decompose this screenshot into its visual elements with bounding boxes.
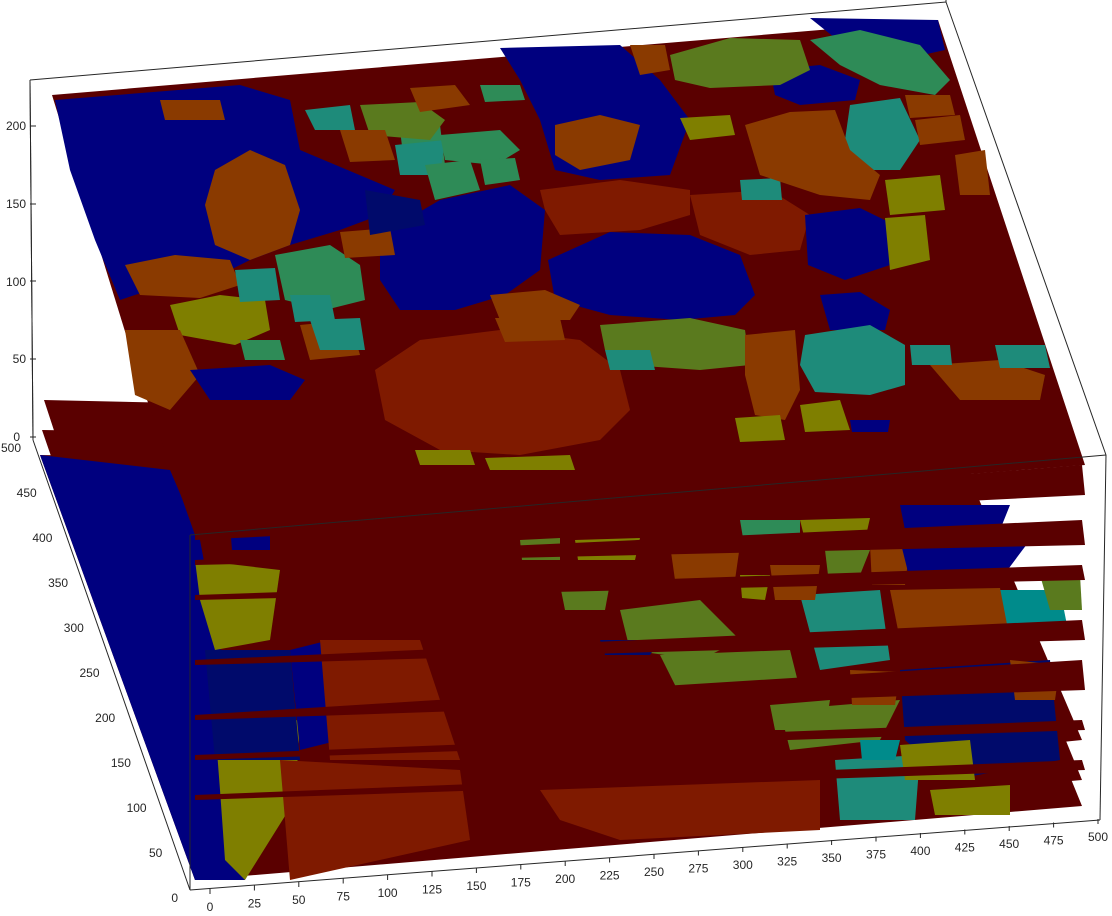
- z-tick-label: 100: [6, 275, 26, 289]
- y-tick-label: 300: [64, 621, 84, 635]
- x-tick-label: 250: [644, 865, 664, 879]
- z-tick-label: 150: [6, 197, 26, 211]
- x-tick-label: 425: [955, 841, 975, 855]
- x-tick-label: 325: [777, 855, 797, 869]
- x-tick-label: 100: [378, 886, 398, 900]
- x-axis: 0 25 50 75 100 125 150 175 200 225 250 275 300 325 350…: [207, 819, 1108, 914]
- y-tick-label: 450: [17, 486, 37, 500]
- x-tick-label: 125: [422, 883, 442, 897]
- y-tick-label: 50: [149, 846, 163, 860]
- y-tick-label: 400: [32, 531, 52, 545]
- x-tick-label: 225: [600, 869, 620, 883]
- y-tick-label: 350: [48, 576, 68, 590]
- x-tick-label: 500: [1088, 830, 1108, 844]
- top-slice-regions: [55, 18, 1050, 470]
- x-tick-label: 25: [248, 897, 262, 911]
- y-tick-label: 0: [171, 891, 178, 905]
- box-front-edges: [32, 439, 1107, 891]
- y-tick-label: 200: [95, 711, 115, 725]
- x-tick-label: 200: [555, 872, 575, 886]
- x-tick-label: 475: [1044, 834, 1064, 848]
- x-tick-label: 375: [866, 848, 886, 862]
- x-tick-label: 400: [910, 844, 930, 858]
- x-tick-label: 175: [511, 876, 531, 890]
- y-axis: 0 50 100 150 200 250 300 350 400 450 500: [1, 441, 178, 905]
- x-tick-label: 350: [822, 851, 842, 865]
- slice-stack: [40, 18, 1085, 880]
- z-tick-label: 50: [13, 352, 27, 366]
- y-tick-label: 100: [127, 801, 147, 815]
- y-tick-label: 500: [1, 441, 21, 455]
- x-tick-label: 275: [688, 862, 708, 876]
- x-tick-label: 50: [292, 893, 306, 907]
- x-tick-label: 0: [207, 900, 214, 914]
- z-tick-label: 200: [6, 119, 26, 133]
- y-tick-label: 250: [79, 666, 99, 680]
- x-tick-label: 75: [337, 890, 351, 904]
- x-tick-label: 300: [733, 858, 753, 872]
- z-tick-label: 0: [13, 430, 20, 444]
- z-axis: 0 50 100 150 200: [6, 79, 36, 444]
- x-tick-label: 150: [466, 879, 486, 893]
- x-tick-label: 450: [999, 837, 1019, 851]
- y-tick-label: 150: [111, 756, 131, 770]
- slice-edges-right: [195, 465, 1085, 800]
